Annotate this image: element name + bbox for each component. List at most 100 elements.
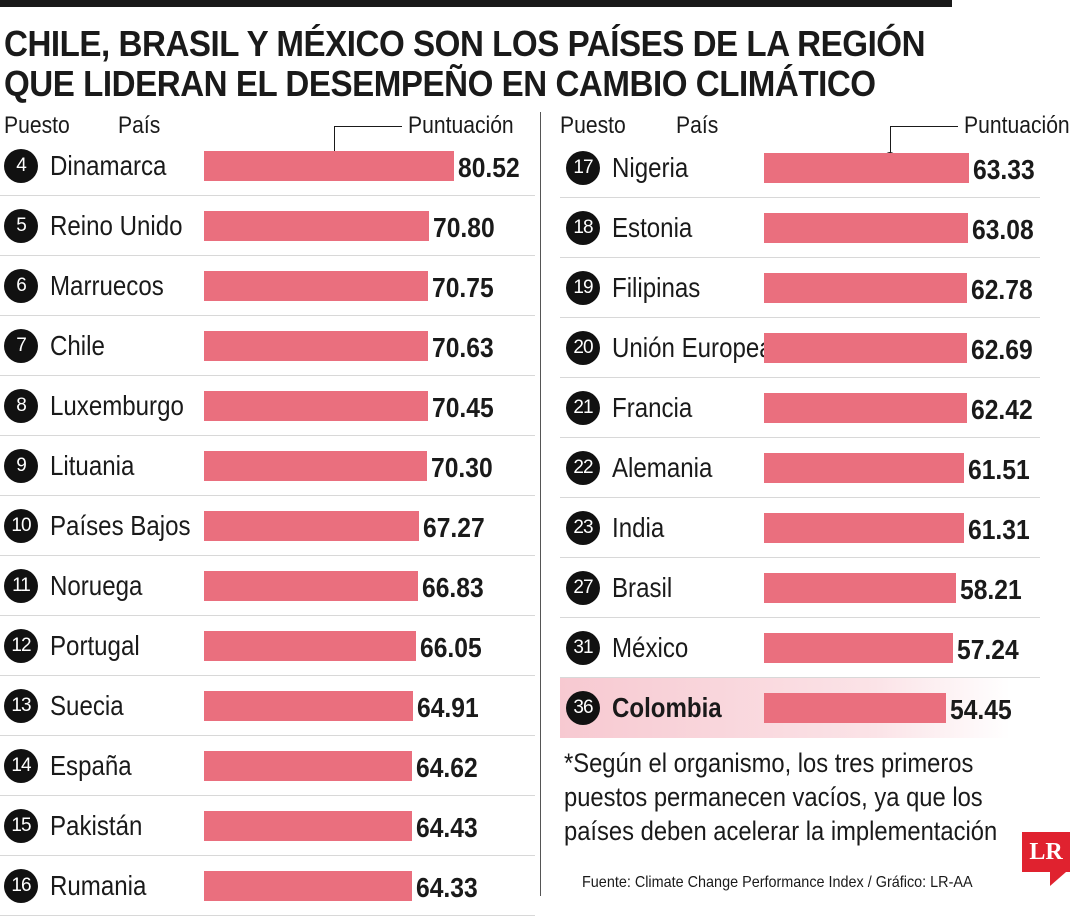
rank-badge: 22 [566, 451, 600, 485]
score-bar [204, 751, 413, 781]
footnote: *Según el organismo, los tres primeros p… [564, 746, 1022, 848]
score-bar [764, 393, 967, 423]
chart-row [560, 438, 1040, 498]
header-rank-left: Puesto [4, 112, 70, 139]
source-credit: Fuente: Climate Change Performance Index… [582, 874, 973, 891]
title-line-2: QUE LIDERAN EL DESEMPEÑO EN CAMBIO CLIMÁ… [4, 63, 876, 104]
footnote-line-3: países deben acelerar la implementación [564, 816, 998, 846]
score-value-label: 70.30 [431, 452, 493, 483]
score-value-label: 61.51 [968, 454, 1030, 485]
rank-badge: 9 [4, 449, 38, 483]
rank-badge: 4 [4, 149, 38, 183]
score-value-label: 64.62 [416, 752, 478, 783]
row-separator [0, 315, 535, 316]
header-rank-right: Puesto [560, 112, 626, 139]
rank-badge: 19 [566, 271, 600, 305]
score-bar [204, 211, 429, 241]
callout-stem-left [334, 126, 335, 158]
score-bar [204, 151, 454, 181]
row-separator [560, 437, 1040, 438]
country-label: Dinamarca [50, 150, 167, 181]
score-bar [764, 573, 956, 603]
rank-badge: 21 [566, 391, 600, 425]
score-value-label: 70.63 [432, 332, 494, 363]
chart-row [0, 556, 535, 616]
country-label: Pakistán [50, 810, 143, 841]
rank-badge: 17 [566, 151, 600, 185]
lr-logo-tail [1050, 872, 1066, 886]
row-separator [560, 557, 1040, 558]
score-value-label: 70.80 [432, 212, 495, 243]
score-value-label: 64.43 [415, 812, 478, 843]
rank-badge: 8 [4, 389, 38, 423]
score-value-label: 70.45 [431, 392, 494, 423]
rank-badge: 16 [4, 869, 38, 903]
score-value-label: 80.52 [458, 152, 520, 183]
score-bar [204, 451, 428, 481]
score-value-label: 63.33 [972, 154, 1035, 185]
chart-row [0, 256, 535, 316]
country-label: Noruega [50, 570, 143, 601]
row-separator [560, 497, 1040, 498]
row-separator [0, 675, 535, 676]
score-bar [204, 571, 419, 601]
country-label: India [612, 512, 665, 543]
chart-row [0, 796, 535, 856]
row-separator [0, 435, 535, 436]
country-label: Luxemburgo [50, 390, 184, 421]
score-bar [204, 391, 428, 421]
row-separator [560, 377, 1040, 378]
score-bar [204, 511, 420, 541]
rank-badge: 7 [4, 329, 38, 363]
row-separator [0, 375, 535, 376]
row-separator [0, 795, 535, 796]
score-bar [204, 331, 429, 361]
row-separator [0, 195, 535, 196]
country-label: Francia [612, 392, 693, 423]
footnote-line-1: *Según el organismo, los tres primeros [564, 748, 974, 778]
score-bar [764, 333, 968, 363]
score-value-label: 67.27 [423, 512, 485, 543]
row-separator [0, 615, 535, 616]
score-bar [204, 811, 412, 841]
rank-badge: 20 [566, 331, 600, 365]
country-label: Portugal [50, 630, 140, 661]
row-separator [0, 555, 535, 556]
chart-row [560, 498, 1040, 558]
callout-line-right [890, 126, 958, 127]
rank-badge: 11 [4, 569, 38, 603]
chart-row [0, 136, 535, 196]
chart-row [560, 138, 1040, 198]
score-value-label: 66.05 [420, 632, 482, 663]
score-value-label: 54.45 [949, 694, 1012, 725]
row-separator [560, 617, 1040, 618]
country-label: Nigeria [612, 152, 689, 183]
title-line-1: CHILE, BRASIL Y MÉXICO SON LOS PAÍSES DE… [4, 23, 926, 64]
score-bar [764, 273, 968, 303]
score-value-label: 62.69 [971, 334, 1033, 365]
chart-row [560, 618, 1040, 678]
row-separator [560, 317, 1040, 318]
score-bar [204, 871, 412, 901]
score-bar [764, 693, 946, 723]
score-bar [764, 513, 964, 543]
callout-line-left [334, 126, 402, 127]
chart-row [560, 318, 1040, 378]
chart-row [0, 676, 535, 736]
column-divider [540, 112, 541, 896]
row-separator [560, 197, 1040, 198]
row-separator [560, 677, 1040, 678]
country-label: Suecia [50, 690, 124, 721]
country-label: Rumania [50, 870, 147, 901]
chart-row [560, 258, 1040, 318]
header-country-left: País [118, 112, 161, 139]
country-label: Colombia [612, 692, 722, 723]
score-bar [764, 213, 969, 243]
score-bar [204, 631, 417, 661]
chart-row [0, 496, 535, 556]
score-bar [204, 271, 429, 301]
lr-logo: LR [1022, 832, 1070, 872]
chart-row [0, 436, 535, 496]
country-label: Lituania [50, 450, 135, 481]
score-value-label: 62.42 [970, 394, 1033, 425]
